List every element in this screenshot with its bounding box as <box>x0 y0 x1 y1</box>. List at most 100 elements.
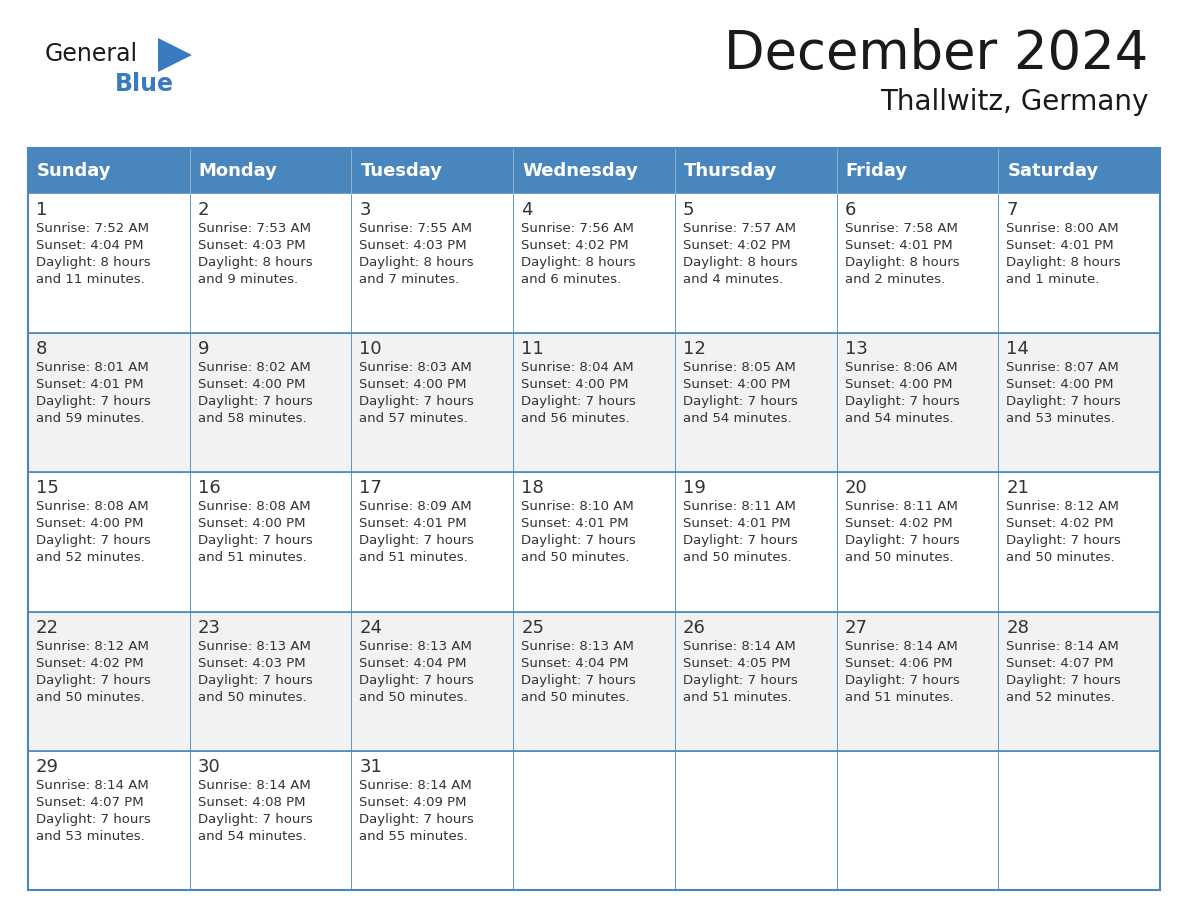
Text: Sunrise: 8:11 AM: Sunrise: 8:11 AM <box>845 500 958 513</box>
Text: Sunset: 4:07 PM: Sunset: 4:07 PM <box>1006 656 1114 669</box>
Text: Daylight: 8 hours: Daylight: 8 hours <box>845 256 959 269</box>
Bar <box>352 148 513 194</box>
Text: Daylight: 7 hours: Daylight: 7 hours <box>197 674 312 687</box>
Bar <box>190 148 352 194</box>
Text: 4: 4 <box>522 201 532 219</box>
Bar <box>29 751 190 890</box>
Text: Sunset: 4:01 PM: Sunset: 4:01 PM <box>522 518 628 531</box>
Text: Saturday: Saturday <box>1007 162 1099 180</box>
Bar <box>190 194 352 333</box>
Text: and 55 minutes.: and 55 minutes. <box>360 830 468 843</box>
Text: Sunrise: 8:13 AM: Sunrise: 8:13 AM <box>522 640 634 653</box>
Text: 24: 24 <box>360 619 383 636</box>
Text: Sunrise: 8:14 AM: Sunrise: 8:14 AM <box>360 778 472 792</box>
Text: Daylight: 8 hours: Daylight: 8 hours <box>197 256 312 269</box>
Text: 17: 17 <box>360 479 383 498</box>
Text: Sunrise: 8:14 AM: Sunrise: 8:14 AM <box>683 640 796 653</box>
Text: Sunset: 4:02 PM: Sunset: 4:02 PM <box>522 239 628 252</box>
Text: Daylight: 7 hours: Daylight: 7 hours <box>197 396 312 409</box>
Bar <box>190 751 352 890</box>
Text: Sunset: 4:01 PM: Sunset: 4:01 PM <box>1006 239 1114 252</box>
Text: 23: 23 <box>197 619 221 636</box>
Text: Sunset: 4:01 PM: Sunset: 4:01 PM <box>360 518 467 531</box>
Text: Blue: Blue <box>115 72 173 96</box>
Text: Sunrise: 8:10 AM: Sunrise: 8:10 AM <box>522 500 634 513</box>
Text: Daylight: 7 hours: Daylight: 7 hours <box>360 396 474 409</box>
Bar <box>29 611 190 751</box>
Text: Sunset: 4:03 PM: Sunset: 4:03 PM <box>360 239 467 252</box>
Text: Sunset: 4:01 PM: Sunset: 4:01 PM <box>36 378 144 391</box>
Text: 13: 13 <box>845 341 867 358</box>
Text: 3: 3 <box>360 201 371 219</box>
Text: 21: 21 <box>1006 479 1029 498</box>
Text: Daylight: 7 hours: Daylight: 7 hours <box>36 534 151 547</box>
Bar <box>675 473 836 611</box>
Text: Sunset: 4:02 PM: Sunset: 4:02 PM <box>1006 518 1114 531</box>
Bar <box>352 194 513 333</box>
Polygon shape <box>158 38 192 72</box>
Text: Sunrise: 8:11 AM: Sunrise: 8:11 AM <box>683 500 796 513</box>
Text: Daylight: 8 hours: Daylight: 8 hours <box>683 256 797 269</box>
Text: Sunset: 4:00 PM: Sunset: 4:00 PM <box>1006 378 1114 391</box>
Text: 7: 7 <box>1006 201 1018 219</box>
Text: 10: 10 <box>360 341 383 358</box>
Text: 1: 1 <box>36 201 48 219</box>
Text: 25: 25 <box>522 619 544 636</box>
Bar <box>998 148 1159 194</box>
Text: Sunset: 4:04 PM: Sunset: 4:04 PM <box>522 656 628 669</box>
Text: and 11 minutes.: and 11 minutes. <box>36 273 145 286</box>
Text: 30: 30 <box>197 757 221 776</box>
Bar <box>998 611 1159 751</box>
Text: Sunrise: 8:09 AM: Sunrise: 8:09 AM <box>360 500 472 513</box>
Text: and 51 minutes.: and 51 minutes. <box>197 552 307 565</box>
Text: and 54 minutes.: and 54 minutes. <box>197 830 307 843</box>
Text: Tuesday: Tuesday <box>360 162 442 180</box>
Text: Sunset: 4:00 PM: Sunset: 4:00 PM <box>197 518 305 531</box>
Text: 28: 28 <box>1006 619 1029 636</box>
Bar <box>836 473 998 611</box>
Text: Sunset: 4:01 PM: Sunset: 4:01 PM <box>683 518 790 531</box>
Text: Wednesday: Wednesday <box>523 162 638 180</box>
Text: Sunset: 4:03 PM: Sunset: 4:03 PM <box>197 239 305 252</box>
Text: Daylight: 7 hours: Daylight: 7 hours <box>845 534 960 547</box>
Text: Sunrise: 8:02 AM: Sunrise: 8:02 AM <box>197 361 310 375</box>
Text: and 50 minutes.: and 50 minutes. <box>522 690 630 703</box>
Text: 5: 5 <box>683 201 694 219</box>
Bar <box>675 751 836 890</box>
Text: 31: 31 <box>360 757 383 776</box>
Bar <box>998 333 1159 473</box>
Text: Sunrise: 8:05 AM: Sunrise: 8:05 AM <box>683 361 796 375</box>
Text: Sunset: 4:04 PM: Sunset: 4:04 PM <box>360 656 467 669</box>
Bar <box>352 333 513 473</box>
Text: Sunrise: 8:07 AM: Sunrise: 8:07 AM <box>1006 361 1119 375</box>
Text: and 50 minutes.: and 50 minutes. <box>522 552 630 565</box>
Text: Daylight: 7 hours: Daylight: 7 hours <box>36 812 151 826</box>
Text: Sunset: 4:01 PM: Sunset: 4:01 PM <box>845 239 953 252</box>
Text: 11: 11 <box>522 341 544 358</box>
Text: and 7 minutes.: and 7 minutes. <box>360 273 460 286</box>
Text: Daylight: 7 hours: Daylight: 7 hours <box>197 812 312 826</box>
Text: and 51 minutes.: and 51 minutes. <box>360 552 468 565</box>
Text: and 50 minutes.: and 50 minutes. <box>1006 552 1114 565</box>
Text: Daylight: 7 hours: Daylight: 7 hours <box>36 396 151 409</box>
Text: Sunset: 4:04 PM: Sunset: 4:04 PM <box>36 239 144 252</box>
Bar <box>29 194 190 333</box>
Bar <box>352 473 513 611</box>
Text: Monday: Monday <box>198 162 278 180</box>
Bar <box>513 473 675 611</box>
Text: Sunrise: 7:57 AM: Sunrise: 7:57 AM <box>683 222 796 235</box>
Text: Sunrise: 8:00 AM: Sunrise: 8:00 AM <box>1006 222 1119 235</box>
Text: Daylight: 7 hours: Daylight: 7 hours <box>197 534 312 547</box>
Bar <box>352 611 513 751</box>
Text: Sunset: 4:00 PM: Sunset: 4:00 PM <box>683 378 790 391</box>
Bar <box>513 611 675 751</box>
Text: 29: 29 <box>36 757 59 776</box>
Text: and 4 minutes.: and 4 minutes. <box>683 273 783 286</box>
Text: Sunrise: 8:13 AM: Sunrise: 8:13 AM <box>360 640 473 653</box>
Text: Friday: Friday <box>846 162 908 180</box>
Bar <box>190 333 352 473</box>
Bar <box>675 194 836 333</box>
Bar <box>998 194 1159 333</box>
Bar <box>513 751 675 890</box>
Text: and 53 minutes.: and 53 minutes. <box>36 830 145 843</box>
